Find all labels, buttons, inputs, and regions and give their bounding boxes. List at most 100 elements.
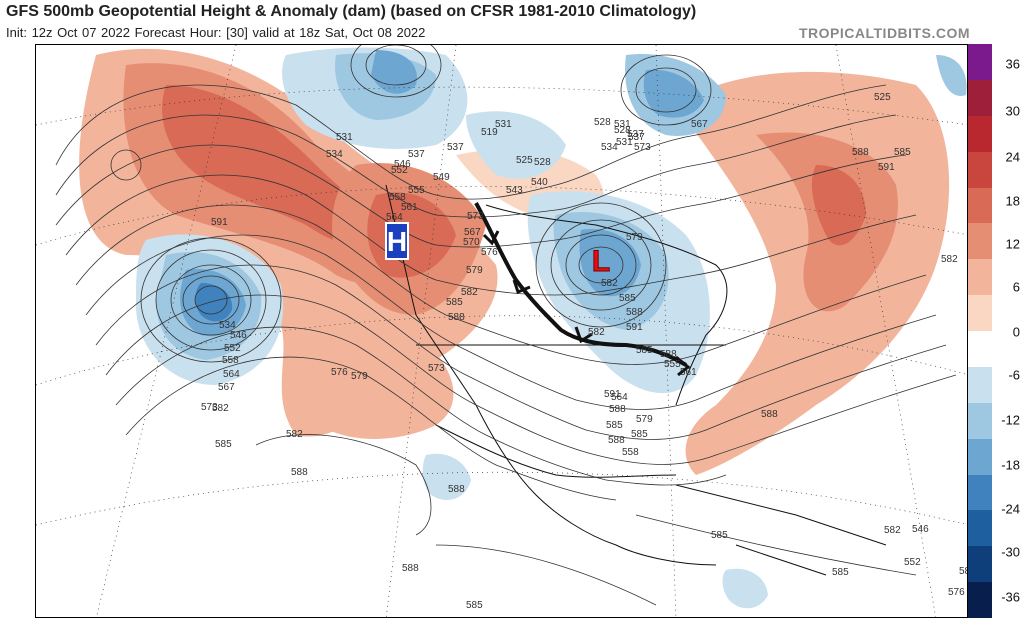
contour-label: 531 (495, 119, 512, 130)
colorbar-segment (968, 44, 992, 80)
contour-label: 537 (408, 149, 425, 160)
map-subtitle: Init: 12z Oct 07 2022 Forecast Hour: [30… (6, 25, 426, 40)
contour-label: 582 (212, 403, 229, 414)
contour-label: 588 (291, 467, 308, 478)
contour-label: 564 (611, 392, 628, 403)
contour-label: 588 (852, 147, 869, 158)
colorbar-segment (968, 187, 992, 224)
contour-label: 585 (446, 297, 463, 308)
colorbar-segment (968, 366, 992, 403)
contour-label: 567 (218, 382, 235, 393)
contour-label: 585 (894, 147, 911, 158)
contour-label: 543 (506, 185, 523, 196)
contour-label: 585 (466, 600, 483, 611)
contour-label: 531 (614, 119, 631, 130)
contour-label: 561 (401, 202, 418, 213)
contour-label: 555 (664, 359, 681, 370)
colorbar-tick-label: 36 (1005, 56, 1020, 72)
contour-label: 585 (832, 567, 849, 578)
contour-label: 528 (594, 117, 611, 128)
contour-label: 552 (391, 165, 408, 176)
colorbar-segment (968, 223, 992, 260)
contour-label: 534 (601, 142, 618, 153)
contour-label: 588 (761, 409, 778, 420)
colorbar-labels: 36 30 24 18 12 6 0 -6 -12 -18 -24 -30 -36 (992, 44, 1024, 618)
contour-label: 588 (626, 307, 643, 318)
colorbar-tick-label: 12 (1005, 236, 1020, 252)
colorbar-segment (968, 510, 992, 547)
contour-label: 588 (959, 566, 968, 577)
colorbar-segment (968, 474, 992, 511)
colorbar-tick-label: 24 (1005, 149, 1020, 165)
contour-label: 573 (428, 363, 445, 374)
colorbar-segment (968, 582, 992, 618)
colorbar-tick-label: -12 (1001, 412, 1020, 428)
colorbar-segment (968, 546, 992, 583)
contour-label: 549 (433, 172, 450, 183)
contour-label: 573 (634, 142, 651, 153)
contour-label: 567 (464, 227, 481, 238)
svg-text:H: H (387, 226, 407, 257)
contour-label: 534 (326, 149, 343, 160)
brand-label: TROPICALTIDBITS.COM (798, 25, 970, 41)
anomaly-colorbar (968, 44, 992, 618)
contour-label: 537 (627, 129, 644, 140)
contour-label: 579 (626, 232, 643, 243)
graticule (36, 45, 967, 617)
contour-label: 567 (691, 119, 708, 130)
contour-label: 531 (616, 137, 633, 148)
contour-label: 582 (601, 278, 618, 289)
contour-label: 588 (402, 563, 419, 574)
contour-label: 582 (941, 254, 958, 265)
contour-label: 546 (394, 159, 411, 170)
contour-label: 558 (222, 355, 239, 366)
contour-label: 588 (609, 404, 626, 415)
contour-label: 588 (608, 435, 625, 446)
anomaly-shading (79, 47, 967, 609)
contour-label: 540 (531, 177, 548, 188)
contour-label: 564 (386, 212, 403, 223)
contour-label: 591 (604, 389, 621, 400)
colorbar-segment (968, 331, 992, 367)
contour-label: 546 (912, 524, 929, 535)
colorbar-tick-label: -36 (1001, 589, 1020, 605)
low-pressure-marker: L (591, 245, 610, 279)
weather-map: H L 519 528 531 531 534 537 537 525 528 531 534 537… (35, 44, 968, 618)
contour-label: 588 (660, 349, 677, 360)
contour-label: 582 (588, 327, 605, 338)
contour-label: 561 (680, 367, 697, 378)
contour-label: 552 (904, 557, 921, 568)
contour-label: 588 (448, 312, 465, 323)
contour-label: 531 (336, 132, 353, 143)
contour-label: 582 (884, 525, 901, 536)
contour-label: 558 (622, 447, 639, 458)
contour-label: 585 (619, 293, 636, 304)
contour-label: 564 (223, 369, 240, 380)
contour-label: 558 (389, 192, 406, 203)
contour-label: 576 (948, 587, 965, 598)
contour-label: 537 (447, 142, 464, 153)
contour-label: 555 (408, 185, 425, 196)
contour-label: 582 (286, 429, 303, 440)
colorbar-segment (968, 259, 992, 296)
contour-label: 585 (636, 345, 653, 356)
colorbar-tick-label: 0 (1012, 324, 1020, 340)
contour-label: 576 (481, 247, 498, 258)
contour-label: 528 (614, 125, 631, 136)
contour-label: 585 (215, 439, 232, 450)
contour-label: 582 (461, 287, 478, 298)
contour-label: 591 (626, 322, 643, 333)
contour-label: 591 (878, 162, 895, 173)
contour-label: 579 (466, 265, 483, 276)
contour-label: 525 (874, 92, 891, 103)
contour-label: 579 (351, 371, 368, 382)
contour-label: 588 (448, 484, 465, 495)
contour-label: 528 (534, 157, 551, 168)
contour-label: 576 (331, 367, 348, 378)
contour-label: 519 (481, 127, 498, 138)
contour-label: 570 (463, 237, 480, 248)
colorbar-tick-label: 18 (1005, 193, 1020, 209)
colorbar-tick-label: -30 (1001, 544, 1020, 560)
